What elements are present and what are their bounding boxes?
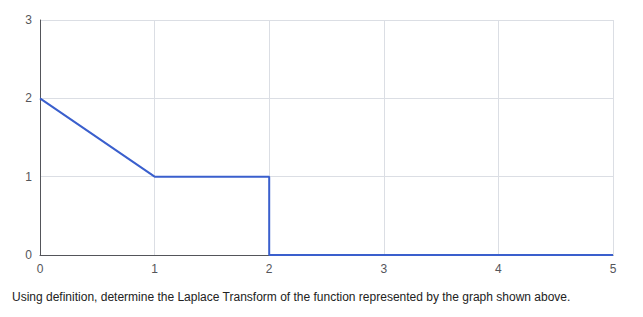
svg-text:3: 3 <box>380 262 387 276</box>
svg-text:2: 2 <box>266 262 273 276</box>
svg-text:Using definition, determine th: Using definition, determine the Laplace … <box>12 290 570 304</box>
svg-text:3: 3 <box>25 13 32 27</box>
svg-text:0: 0 <box>25 248 32 262</box>
svg-text:5: 5 <box>610 262 617 276</box>
svg-text:0: 0 <box>37 262 44 276</box>
svg-text:1: 1 <box>25 170 32 184</box>
svg-text:2: 2 <box>25 91 32 105</box>
svg-text:4: 4 <box>495 262 502 276</box>
svg-text:1: 1 <box>151 262 158 276</box>
